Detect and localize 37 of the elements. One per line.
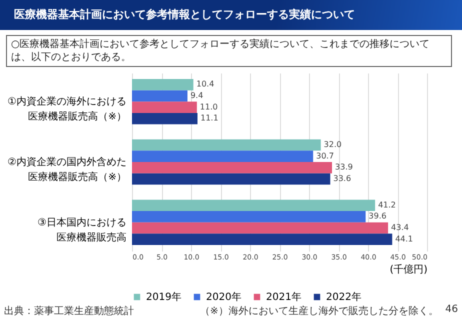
data-label: 9.4	[190, 91, 204, 100]
x-axis-title: (千億円)	[390, 264, 428, 276]
bar	[132, 112, 198, 124]
data-label: 43.4	[391, 222, 409, 232]
bar	[132, 150, 314, 162]
data-label: 39.6	[368, 212, 386, 221]
chart-title: 医療機器基本計画において参考情報としてフォローする実績について	[0, 0, 462, 30]
data-label: 10.4	[196, 80, 214, 89]
legend-label: 2022年	[326, 291, 362, 303]
text: （※）海外において生産し海外で販売した分を除く。	[200, 304, 438, 318]
bar	[132, 162, 332, 174]
bar	[132, 234, 392, 245]
chart-subtitle: ○医療機器基本計画において参考としてフォローする実績について、これまでの推移については、以下のとおりである。	[6, 35, 452, 67]
data-label: 44.1	[395, 234, 414, 244]
bar	[132, 139, 321, 151]
data-label: 32.0	[324, 140, 342, 150]
bar	[132, 90, 188, 102]
legend-label: 2019年	[146, 291, 182, 303]
source-note: 出典：薬事工業生産動態統計	[4, 304, 134, 318]
data-label: 33.6	[333, 174, 352, 183]
legend-label: 2020年	[206, 291, 242, 303]
bar	[132, 200, 376, 212]
legend-label: 2021年	[266, 291, 302, 303]
bar	[132, 211, 366, 222]
y-tick-label: ③日本国内における医療機器販売高	[38, 216, 126, 244]
y-tick-label: ①内資企業の海外における医療機器販売高（※）	[8, 96, 126, 123]
text: 46	[445, 304, 458, 315]
data-label: 33.9	[335, 162, 353, 172]
bar	[132, 79, 194, 90]
data-label: 11.1	[200, 114, 218, 123]
data-label: 30.7	[316, 151, 334, 160]
bar	[132, 102, 197, 113]
bar	[132, 173, 330, 185]
data-label: 41.2	[378, 200, 396, 210]
data-label: 11.0	[200, 102, 218, 112]
bar	[132, 222, 388, 234]
y-tick-label: ②内資企業の国内外含めた医療機器販売高（※）	[8, 156, 126, 183]
